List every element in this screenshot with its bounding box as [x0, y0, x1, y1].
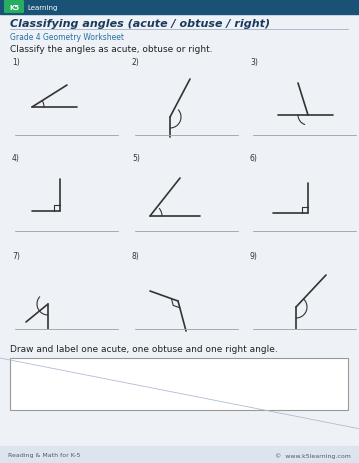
Text: 2): 2): [132, 58, 140, 67]
Text: 3): 3): [250, 58, 258, 67]
Text: 7): 7): [12, 251, 20, 260]
Text: 4): 4): [12, 154, 20, 163]
Text: 9): 9): [250, 251, 258, 260]
Text: 8): 8): [132, 251, 140, 260]
Text: Grade 4 Geometry Worksheet: Grade 4 Geometry Worksheet: [10, 33, 124, 43]
Text: 6): 6): [250, 154, 258, 163]
Text: Learning: Learning: [27, 5, 57, 11]
Text: Classifying angles (acute / obtuse / right): Classifying angles (acute / obtuse / rig…: [10, 19, 270, 29]
Text: 5): 5): [132, 154, 140, 163]
Bar: [0, 0, 359, 15]
Text: Draw and label one acute, one obtuse and one right angle.: Draw and label one acute, one obtuse and…: [10, 344, 278, 353]
Text: Reading & Math for K-5: Reading & Math for K-5: [8, 452, 80, 457]
Text: Classify the angles as acute, obtuse or right.: Classify the angles as acute, obtuse or …: [10, 45, 213, 54]
FancyBboxPatch shape: [4, 1, 24, 14]
Text: 1): 1): [12, 58, 20, 67]
Bar: [0, 446, 359, 463]
Text: ©  www.k5learning.com: © www.k5learning.com: [275, 452, 351, 458]
Text: K5: K5: [9, 5, 19, 11]
Bar: [10, 358, 348, 410]
